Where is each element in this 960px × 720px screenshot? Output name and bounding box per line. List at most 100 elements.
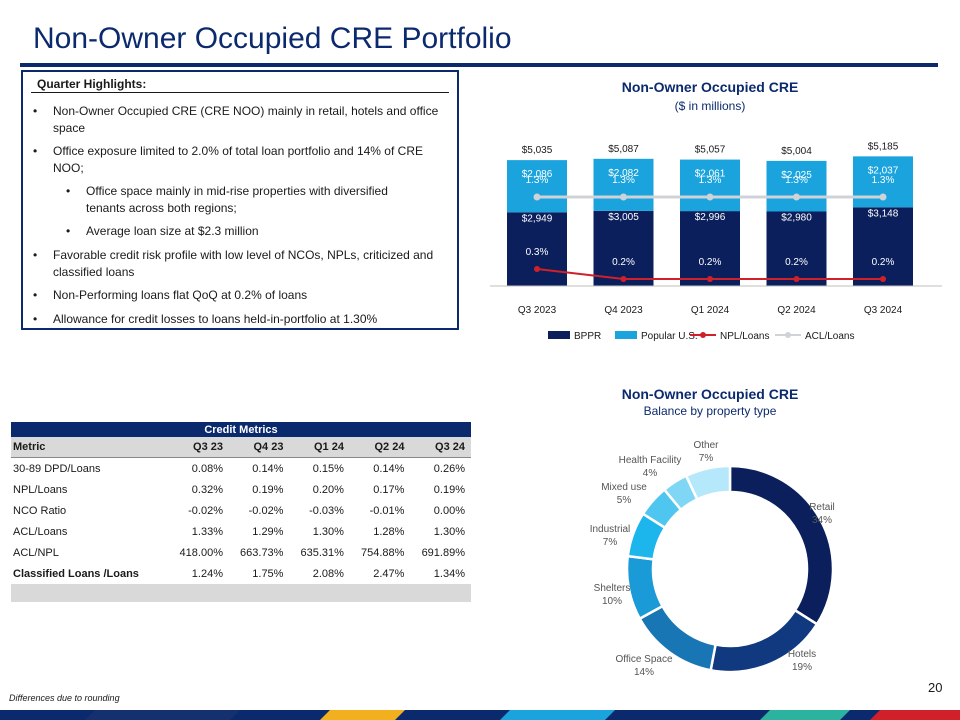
npl-loans-label: 0.2% xyxy=(699,257,722,268)
bullet: • xyxy=(33,144,38,158)
bar-chart-subtitle: ($ in millions) xyxy=(674,99,746,113)
table-cell: 1.28% xyxy=(373,525,405,538)
bar-bppr-label: $2,980 xyxy=(781,213,812,224)
table-cell: 2.08% xyxy=(312,567,344,580)
donut-slice-label: Mixed use xyxy=(601,482,647,493)
legend-swatch-marker xyxy=(700,332,706,338)
bar-total-label: $5,185 xyxy=(868,141,899,152)
npl-loans-point xyxy=(880,276,886,282)
table-cell: 1.30% xyxy=(312,525,344,538)
table-row: NCO Ratio -0.02% -0.02% -0.03% -0.01% 0.… xyxy=(11,500,471,521)
donut-slice xyxy=(728,464,835,626)
table-cell: 0.14% xyxy=(252,462,284,475)
highlight-text: Non-Owner Occupied CRE (CRE NOO) mainly … xyxy=(53,104,439,135)
donut-slice-label: Other xyxy=(693,440,719,451)
bar-bppr xyxy=(680,211,740,286)
bar-total-label: $5,087 xyxy=(608,144,639,155)
npl-loans-point xyxy=(534,266,540,272)
donut-slice-percent: 34% xyxy=(812,515,832,526)
x-tick-label: Q3 2024 xyxy=(864,305,903,316)
bar-popular-us xyxy=(507,160,567,213)
acl-loans-label: 1.3% xyxy=(526,175,549,186)
stacked-bar-chart: $5,035 $2,086 $2,949 Q3 2023 $5,087 $2,082 $3,… xyxy=(490,141,942,342)
bar-bppr xyxy=(853,207,913,286)
donut-slice-percent: 10% xyxy=(602,596,622,607)
table-footer-row xyxy=(11,584,471,602)
bar-popular-us-label: $2,061 xyxy=(695,169,726,180)
donut-slice xyxy=(625,554,665,621)
bar-popular-us-label: $2,037 xyxy=(868,165,899,176)
bar-bppr xyxy=(593,210,654,286)
row-label: ACL/Loans xyxy=(13,525,68,538)
table-cell: 1.29% xyxy=(252,525,284,538)
donut-slice-percent: 4% xyxy=(643,468,658,479)
donut-slice-label: Health Facility xyxy=(619,455,682,466)
table-cell: 663.73% xyxy=(240,546,284,559)
donut-slice-percent: 7% xyxy=(699,453,714,464)
npl-loans-point xyxy=(620,276,627,282)
table-cell: 2.47% xyxy=(373,567,405,580)
table-header-row: Metric Q3 23 Q4 23 Q1 24 Q2 24 Q3 24 xyxy=(11,437,471,458)
table-cell: -0.02% xyxy=(248,504,284,517)
highlights-divider xyxy=(31,92,449,93)
npl-loans-point xyxy=(707,276,713,282)
table-cell: 1.33% xyxy=(191,525,223,538)
legend-swatch-marker xyxy=(785,332,791,338)
bar-total-label: $5,035 xyxy=(522,145,553,156)
legend-swatch xyxy=(548,331,570,339)
acl-loans-label: 1.3% xyxy=(699,175,722,186)
donut-slice-label: Shelters xyxy=(594,583,631,594)
row-label: NCO Ratio xyxy=(13,504,67,517)
header-cell: Metric xyxy=(11,437,169,458)
bar-bppr xyxy=(766,211,827,286)
highlight-text: Favorable credit risk profile with low l… xyxy=(53,248,434,279)
acl-loans-label: 1.3% xyxy=(872,175,895,186)
table-cell: 0.00% xyxy=(433,504,465,517)
legend-swatch xyxy=(615,331,637,339)
bar-bppr-label: $2,949 xyxy=(522,213,553,224)
donut-chart-subtitle: Balance by property type xyxy=(643,404,777,418)
npl-loans-label: 0.2% xyxy=(612,257,635,268)
header-cell: Q3 23 xyxy=(168,437,229,458)
bar-popular-us-label: $2,082 xyxy=(608,168,639,179)
highlight-subitem: • Office space mainly in mid-rise proper… xyxy=(66,183,426,217)
credit-metrics-table: Credit Metrics Metric Q3 23 Q4 23 Q1 24 … xyxy=(11,422,471,602)
header-cell: Q4 23 xyxy=(228,437,290,458)
table-cell: 0.19% xyxy=(433,483,465,496)
header-cell: Q2 24 xyxy=(349,437,411,458)
table-cell: 0.19% xyxy=(252,483,284,496)
donut-chart-title: Non-Owner Occupied CRE xyxy=(621,386,799,402)
bar-chart-title: Non-Owner Occupied CRE xyxy=(621,79,799,95)
table-cell: 1.24% xyxy=(191,567,223,580)
donut-slice-label: Hotels xyxy=(788,649,816,660)
npl-loans-label: 0.2% xyxy=(785,257,808,268)
bullet: • xyxy=(33,312,38,326)
highlight-text: Allowance for credit losses to loans hel… xyxy=(53,312,378,326)
highlight-text: Office space mainly in mid-rise properti… xyxy=(86,184,388,215)
table-caption: Credit Metrics xyxy=(11,422,471,437)
table-cell: 0.20% xyxy=(312,483,344,496)
table-cell: 754.88% xyxy=(361,546,405,559)
table-cell: 0.26% xyxy=(433,462,465,475)
acl-loans-point xyxy=(533,193,541,201)
legend-label: ACL/Loans xyxy=(805,331,854,342)
acl-loans-point xyxy=(793,193,800,201)
header-cell: Q3 24 xyxy=(410,437,471,458)
highlight-text: Average loan size at $2.3 million xyxy=(86,224,259,238)
highlight-item: • Non-Owner Occupied CRE (CRE NOO) mainl… xyxy=(33,103,443,137)
row-label: Classified Loans /Loans xyxy=(13,567,139,580)
row-label: 30-89 DPD/Loans xyxy=(13,462,101,475)
highlights-title: Quarter Highlights: xyxy=(37,77,147,91)
donut-slice-percent: 14% xyxy=(634,667,654,678)
row-label: ACL/NPL xyxy=(13,546,59,559)
title-divider xyxy=(20,63,938,67)
acl-loans-point xyxy=(879,193,887,201)
x-tick-label: Q3 2023 xyxy=(518,305,557,316)
highlight-text: Non-Performing loans flat QoQ at 0.2% of… xyxy=(53,288,308,302)
page-number: 20 xyxy=(928,680,943,695)
donut-chart: Retail 34% Hotels 19% Office Space 14% Shelter… xyxy=(590,440,835,678)
npl-loans-point xyxy=(793,276,800,282)
bar-total-label: $5,057 xyxy=(695,145,726,156)
bar-popular-us xyxy=(766,160,827,212)
table-cell: 1.75% xyxy=(252,567,284,580)
